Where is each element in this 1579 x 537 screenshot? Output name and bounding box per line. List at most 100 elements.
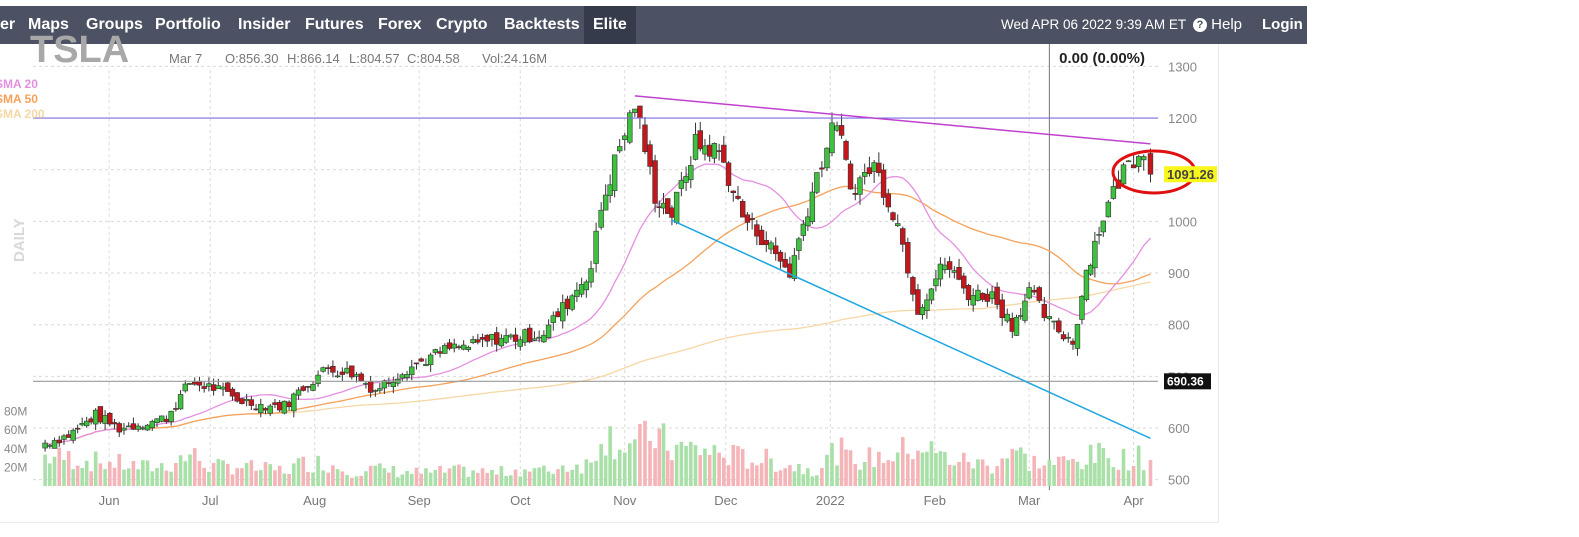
nav-item-futures[interactable]: Futures xyxy=(305,16,364,33)
candle-body xyxy=(588,268,594,283)
volume-bar xyxy=(653,448,657,486)
candle-body xyxy=(42,442,48,449)
candle-body xyxy=(885,193,891,208)
candle-body xyxy=(88,418,94,423)
candle-body xyxy=(697,130,703,150)
volume-bar xyxy=(542,465,546,486)
volume-bar xyxy=(575,464,579,486)
volume-bar xyxy=(373,465,378,486)
candle-body xyxy=(642,124,648,153)
candle-body xyxy=(951,270,958,273)
nav-item-elite[interactable]: Elite xyxy=(584,6,636,44)
chart-labels: TSLA Mar 7 O:856.30 H:866.14 L:804.57 C:… xyxy=(0,29,1145,262)
volume-bar xyxy=(263,462,268,486)
candle-body xyxy=(149,421,155,429)
nav-item-backtests[interactable]: Backtests xyxy=(504,16,580,33)
volume-bar xyxy=(311,472,315,486)
volume-bar xyxy=(476,472,480,486)
volume-bar xyxy=(513,469,518,486)
nav-item-portfolio[interactable]: Portfolio xyxy=(155,16,221,33)
price-markers: 1091.26 690.36 xyxy=(1111,149,1217,390)
grid xyxy=(33,44,1158,490)
volume-bar xyxy=(579,473,584,486)
candle-body xyxy=(536,336,542,339)
candle-body xyxy=(305,386,311,388)
volume-bar xyxy=(211,462,216,486)
volume-bar xyxy=(891,461,895,486)
candle-body xyxy=(905,242,911,274)
candle-body xyxy=(432,349,439,353)
volume-bar xyxy=(769,458,773,486)
candle-body xyxy=(919,307,926,316)
volume-bar xyxy=(934,452,938,486)
y-tick-label: 1000 xyxy=(1168,214,1197,229)
candle-body xyxy=(154,418,160,423)
candle-body xyxy=(857,177,863,195)
candle-body xyxy=(187,383,193,385)
candle-body xyxy=(111,422,118,425)
volume-bar xyxy=(287,473,291,486)
volume-bar xyxy=(750,462,754,486)
volume-bar xyxy=(400,474,405,486)
candle-body xyxy=(70,429,76,441)
volume-bar xyxy=(504,476,508,486)
candle-body xyxy=(56,439,62,444)
candle-body xyxy=(669,207,675,218)
candle-body xyxy=(325,367,331,369)
candle-body xyxy=(465,346,472,351)
candle-body xyxy=(508,334,514,338)
volume-bar xyxy=(661,423,666,486)
volume-bar xyxy=(405,470,409,486)
nav-item-screener[interactable]: er xyxy=(0,16,16,33)
volume-bar xyxy=(638,424,642,486)
volume-bar xyxy=(387,472,391,486)
help-link[interactable]: ? Help xyxy=(1193,6,1242,44)
volume-bar xyxy=(527,471,532,486)
volume-bar xyxy=(815,475,819,486)
volume-bar xyxy=(560,465,565,486)
nav-item-insider[interactable]: Insider xyxy=(238,16,291,33)
candle-body xyxy=(838,125,845,136)
volume-bar xyxy=(872,467,876,486)
candle-body xyxy=(334,375,341,378)
candle-body xyxy=(423,364,429,367)
candle-body xyxy=(796,238,802,251)
candle-body xyxy=(140,427,146,430)
login-button[interactable]: Login xyxy=(1262,16,1303,33)
nav-item-forex[interactable]: Forex xyxy=(378,16,422,33)
volume-bar xyxy=(594,460,598,486)
volume-bar xyxy=(52,456,57,486)
candle-body xyxy=(1096,234,1102,236)
volume-bar xyxy=(419,473,424,486)
candle-body xyxy=(652,160,658,204)
candle-body xyxy=(173,408,179,410)
nav-item-groups[interactable]: Groups xyxy=(86,16,143,33)
volume-bar xyxy=(916,450,920,486)
nav-item-crypto[interactable]: Crypto xyxy=(436,16,488,33)
volume-bar xyxy=(657,428,662,486)
x-tick-label: Jun xyxy=(99,493,120,508)
volume-bar xyxy=(122,469,126,486)
volume-bar xyxy=(306,471,310,486)
volume-bar xyxy=(952,465,957,486)
candle-body xyxy=(861,172,868,177)
candle-body xyxy=(692,133,699,160)
wedge-bottom-line xyxy=(671,219,1151,440)
volume-bar xyxy=(452,465,457,486)
volume-bar xyxy=(1047,459,1052,486)
candle-body xyxy=(702,145,708,155)
candle-body xyxy=(721,144,727,163)
candle-body xyxy=(1092,240,1098,269)
volume-bar xyxy=(835,465,839,486)
volume-bar xyxy=(62,459,66,486)
volume-bar xyxy=(268,464,273,486)
volume-bar xyxy=(712,445,717,486)
candle-body xyxy=(688,165,694,181)
candle-body xyxy=(79,422,85,426)
candle-body xyxy=(418,358,424,362)
volume-bar xyxy=(957,461,961,486)
volume-bar xyxy=(943,452,947,486)
nav-item-maps[interactable]: Maps xyxy=(28,16,69,33)
candle-body xyxy=(201,386,207,389)
